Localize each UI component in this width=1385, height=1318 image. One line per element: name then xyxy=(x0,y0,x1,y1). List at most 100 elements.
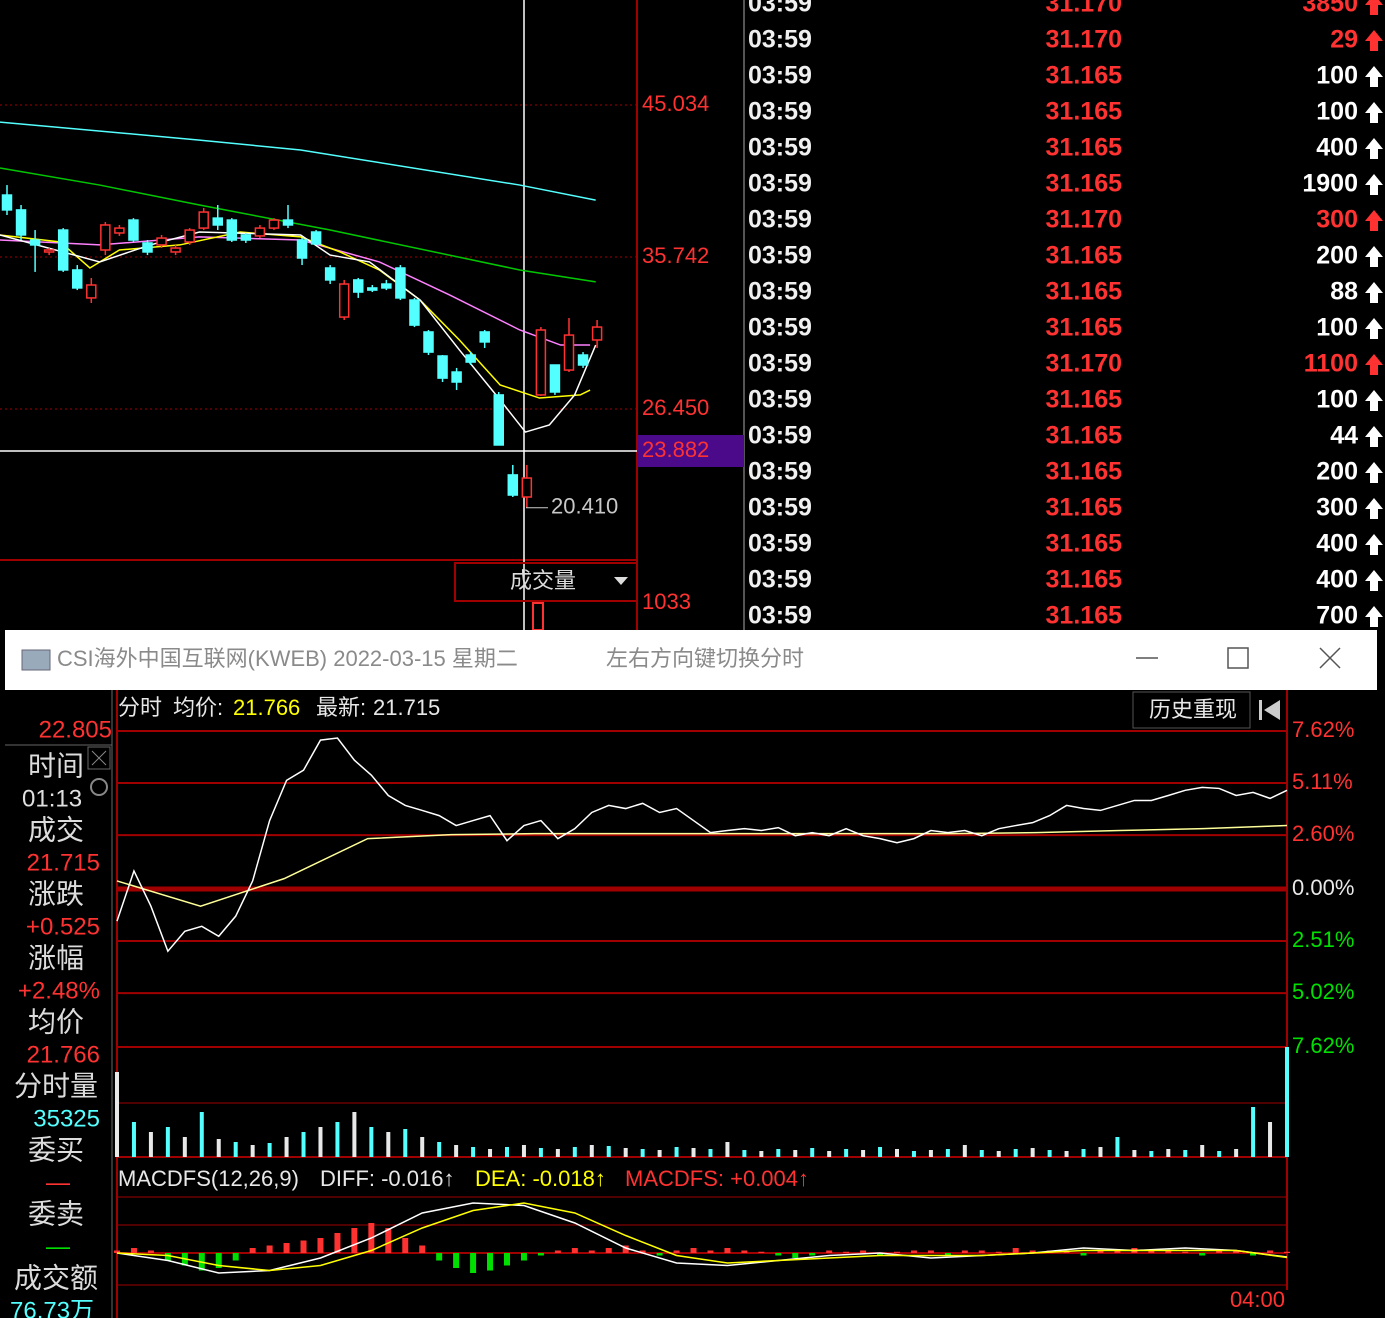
candle-body xyxy=(507,474,519,496)
candle-body xyxy=(563,334,575,371)
trade-time: 03:59 xyxy=(748,602,812,630)
trade-volume: 100 xyxy=(1316,62,1358,90)
macd-bar xyxy=(283,1243,290,1253)
trade-volume: 300 xyxy=(1316,494,1358,522)
trade-time: 03:59 xyxy=(748,494,812,522)
trade-arrow xyxy=(1365,462,1383,483)
candle-body xyxy=(367,287,378,291)
volume-bar xyxy=(1098,1147,1103,1157)
macd-bar xyxy=(300,1240,307,1253)
settings-icon[interactable] xyxy=(90,778,108,796)
info-label: 均价 xyxy=(28,1006,84,1037)
info-value: 01:13 xyxy=(22,785,82,812)
volume-bar xyxy=(131,1122,136,1157)
trade-time: 03:59 xyxy=(748,62,812,90)
trade-price: 31.165 xyxy=(1046,386,1123,414)
candle-body xyxy=(156,237,167,246)
volume-selector[interactable] xyxy=(454,562,638,602)
macd-bar xyxy=(978,1250,985,1253)
macd-bar xyxy=(690,1248,697,1253)
ma-line xyxy=(0,121,596,201)
trade-volume: 200 xyxy=(1316,242,1358,270)
history-button[interactable] xyxy=(1132,691,1251,729)
y-tick-label: 2.60% xyxy=(1292,821,1354,846)
trade-arrow xyxy=(1365,66,1383,87)
trade-time: 03:59 xyxy=(748,26,812,54)
volume-bar xyxy=(1047,1150,1052,1157)
volume-bar xyxy=(1217,1151,1222,1157)
trade-price: 31.165 xyxy=(1046,422,1123,450)
trade-time: 03:59 xyxy=(748,170,812,198)
candle-body xyxy=(549,364,561,393)
info-value: 21.715 xyxy=(27,849,100,876)
trade-volume: 88 xyxy=(1330,278,1358,306)
macd-bar xyxy=(402,1238,409,1253)
trade-arrow xyxy=(1365,174,1383,195)
volume-bar xyxy=(1234,1149,1239,1157)
volume-bar xyxy=(182,1137,187,1157)
volume-bar xyxy=(962,1145,967,1157)
macd-diff: DIFF: -0.016↑ xyxy=(320,1166,454,1191)
info-value: +0.525 xyxy=(26,913,100,940)
trade-volume: 29 xyxy=(1330,26,1358,54)
candle-body xyxy=(451,371,462,383)
trade-price: 31.170 xyxy=(1046,26,1122,54)
volume-bar xyxy=(844,1149,849,1157)
trade-price: 31.165 xyxy=(1046,602,1123,630)
trade-volume: 100 xyxy=(1316,386,1358,414)
info-value: — xyxy=(46,1169,70,1196)
trade-arrow xyxy=(1365,570,1383,591)
history-button-label: 历史重现 xyxy=(1149,697,1237,722)
trade-volume: 1100 xyxy=(1304,350,1358,378)
close-button[interactable] xyxy=(1319,647,1341,669)
macd-bar xyxy=(639,1250,646,1253)
volume-bar xyxy=(301,1132,306,1157)
window-body xyxy=(5,690,1377,1318)
info-label: 成交 xyxy=(28,814,84,845)
volume-axis-label: 1033 xyxy=(642,589,691,614)
candle-body xyxy=(423,331,434,353)
macd-bar xyxy=(809,1253,816,1256)
candle-body xyxy=(324,267,336,281)
trade-volume: 300 xyxy=(1316,206,1358,234)
candle-body xyxy=(465,354,476,363)
macd-bar xyxy=(1233,1250,1240,1253)
volume-bar xyxy=(335,1122,340,1157)
volume-bar xyxy=(267,1143,272,1157)
candle-body xyxy=(100,224,111,251)
volume-bar xyxy=(640,1149,645,1157)
volume-bar xyxy=(861,1150,866,1157)
macd-bar xyxy=(130,1248,137,1253)
macd-bar xyxy=(487,1253,494,1271)
volume-bar xyxy=(657,1150,662,1157)
candle-body xyxy=(395,267,406,299)
y-tick-label: 5.02% xyxy=(1292,979,1354,1004)
macd-bar xyxy=(1012,1248,1019,1253)
rewind-icon[interactable] xyxy=(1259,700,1280,720)
maximize-button[interactable] xyxy=(1227,647,1249,669)
trade-volume: 100 xyxy=(1316,98,1358,126)
trade-time: 03:59 xyxy=(748,242,812,270)
volume-bar xyxy=(996,1151,1001,1157)
candle-body xyxy=(212,217,223,226)
volume-bar xyxy=(488,1149,493,1157)
volume-bar xyxy=(352,1112,357,1157)
trade-volume: 100 xyxy=(1316,314,1358,342)
volume-bar xyxy=(691,1148,696,1157)
macd-bar xyxy=(537,1253,544,1256)
info-label: 分时量 xyxy=(14,1070,98,1101)
macd-bar xyxy=(775,1253,782,1256)
info-value: — xyxy=(46,1233,70,1260)
macd-bar xyxy=(164,1253,171,1261)
candle-body xyxy=(577,354,589,366)
trade-arrow xyxy=(1365,534,1383,555)
trade-price: 31.165 xyxy=(1046,494,1123,522)
volume-bar xyxy=(742,1150,747,1157)
candle-body xyxy=(254,227,266,237)
volume-bar xyxy=(1166,1149,1171,1157)
info-value: 35325 xyxy=(33,1105,100,1132)
trade-price: 31.170 xyxy=(1046,0,1122,18)
trade-time: 03:59 xyxy=(748,458,812,486)
y-tick-label: 7.62% xyxy=(1292,717,1354,742)
panel-close[interactable] xyxy=(87,746,111,770)
